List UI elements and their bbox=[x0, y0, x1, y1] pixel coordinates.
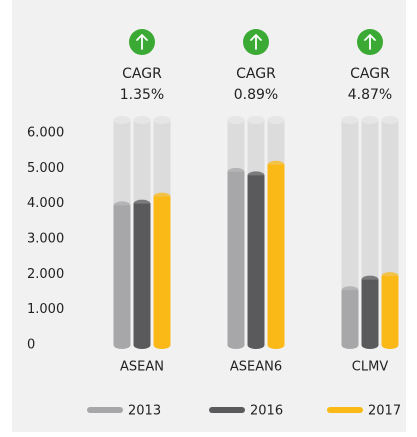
bar bbox=[381, 276, 399, 345]
y-tick-label: 6.000 bbox=[27, 126, 64, 141]
annotation-title: CAGR bbox=[236, 66, 276, 82]
bar-track-top bbox=[267, 116, 285, 124]
bar-track-top bbox=[381, 116, 399, 124]
bar bbox=[153, 196, 171, 345]
bar bbox=[133, 203, 151, 345]
annotation-title: CAGR bbox=[350, 66, 390, 82]
bar-track-top bbox=[113, 116, 131, 124]
x-tick-label: CLMV bbox=[352, 360, 389, 375]
legend-label: 2013 bbox=[128, 404, 161, 419]
bar-top bbox=[361, 275, 379, 284]
bar-track-top bbox=[133, 116, 151, 124]
bar-top bbox=[247, 171, 265, 180]
y-tick-label: 1.000 bbox=[27, 302, 64, 317]
bar-top bbox=[341, 286, 359, 295]
y-tick-label: 0 bbox=[27, 338, 35, 353]
y-tick-label: 5.000 bbox=[27, 161, 64, 176]
bar-track-top bbox=[361, 116, 379, 124]
annotation-value: 1.35% bbox=[120, 87, 164, 103]
bar-track-top bbox=[227, 116, 245, 124]
x-tick-label: ASEAN6 bbox=[230, 360, 282, 375]
bar-top bbox=[153, 192, 171, 201]
annotation-value: 4.87% bbox=[348, 87, 392, 103]
trend-arrow bbox=[250, 34, 262, 50]
y-tick-label: 3.000 bbox=[27, 232, 64, 247]
bar bbox=[247, 175, 265, 345]
bar bbox=[113, 205, 131, 345]
bar-top bbox=[227, 167, 245, 176]
bar bbox=[267, 164, 285, 345]
bar-track-top bbox=[341, 116, 359, 124]
bar-top bbox=[381, 272, 399, 281]
arrow-shape bbox=[136, 34, 148, 50]
bar-top bbox=[133, 199, 151, 208]
x-tick-label: ASEAN bbox=[120, 360, 164, 375]
legend-label: 2017 bbox=[368, 404, 401, 419]
arrow-shape bbox=[250, 34, 262, 50]
legend-label: 2016 bbox=[250, 404, 283, 419]
y-tick-label: 4.000 bbox=[27, 196, 64, 211]
bar-top bbox=[113, 201, 131, 210]
trend-arrow bbox=[136, 34, 148, 50]
bar-track-top bbox=[153, 116, 171, 124]
bar bbox=[227, 171, 245, 345]
bar bbox=[341, 290, 359, 345]
bar bbox=[361, 279, 379, 345]
y-tick-label: 2.000 bbox=[27, 267, 64, 282]
arrow-shape bbox=[364, 34, 376, 50]
bar-track-top bbox=[247, 116, 265, 124]
panel bbox=[12, 0, 406, 432]
annotation-title: CAGR bbox=[122, 66, 162, 82]
bar-top bbox=[267, 160, 285, 169]
trend-arrow bbox=[364, 34, 376, 50]
annotation-value: 0.89% bbox=[234, 87, 278, 103]
